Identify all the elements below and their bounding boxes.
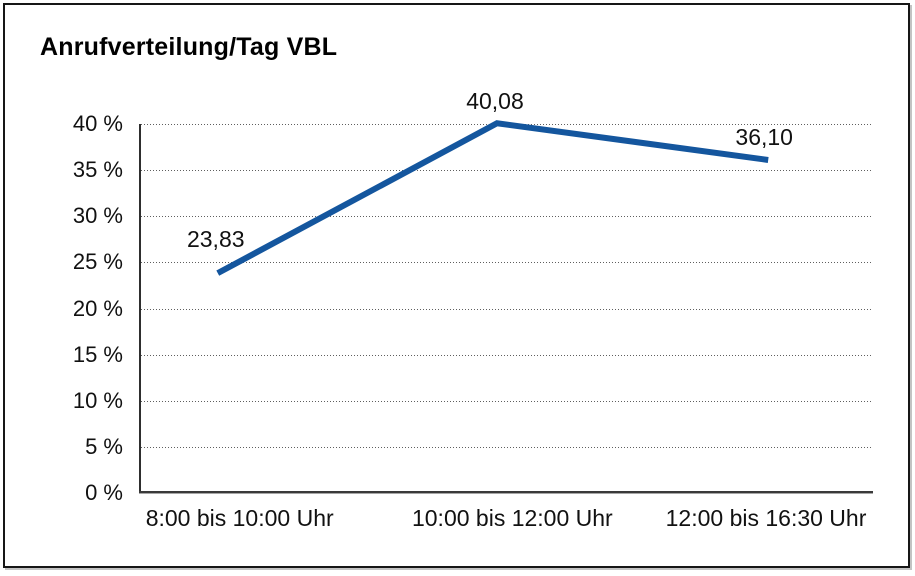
data-line	[216, 120, 769, 276]
y-axis-tick-label: 35 %	[72, 157, 123, 183]
gridline	[141, 170, 872, 172]
y-axis-tick-label: 0 %	[85, 480, 123, 505]
gridline	[141, 262, 872, 264]
y-axis-line	[139, 124, 141, 493]
x-axis-category-label: 8:00 bis 10:00 Uhr	[145, 505, 334, 531]
y-axis-tick-label: 10 %	[72, 387, 123, 413]
y-axis-tick-label: 15 %	[72, 341, 123, 367]
data-point-label: 23,83	[186, 226, 245, 253]
chart-border-frame	[3, 3, 910, 568]
gridline	[141, 216, 872, 218]
x-axis-category-label: 12:00 bis 16:30 Uhr	[665, 505, 867, 531]
data-point-label: 36,10	[735, 123, 793, 150]
y-axis-tick-label: 40 %	[72, 111, 123, 136]
gridline	[141, 446, 872, 448]
data-point-label: 40,08	[466, 88, 524, 115]
x-axis-category-label: 10:00 bis 12:00 Uhr	[411, 505, 613, 531]
gridline	[141, 308, 872, 310]
y-axis-tick-label: 5 %	[85, 433, 123, 459]
y-axis-tick-label: 30 %	[72, 203, 123, 229]
gridline	[141, 400, 872, 402]
gridline	[141, 354, 872, 356]
y-axis-tick-label: 25 %	[72, 249, 123, 275]
x-axis-line	[139, 491, 873, 493]
chart-title: Anrufverteilung/Tag VBL	[40, 33, 338, 61]
y-axis-tick-label: 20 %	[72, 295, 123, 321]
